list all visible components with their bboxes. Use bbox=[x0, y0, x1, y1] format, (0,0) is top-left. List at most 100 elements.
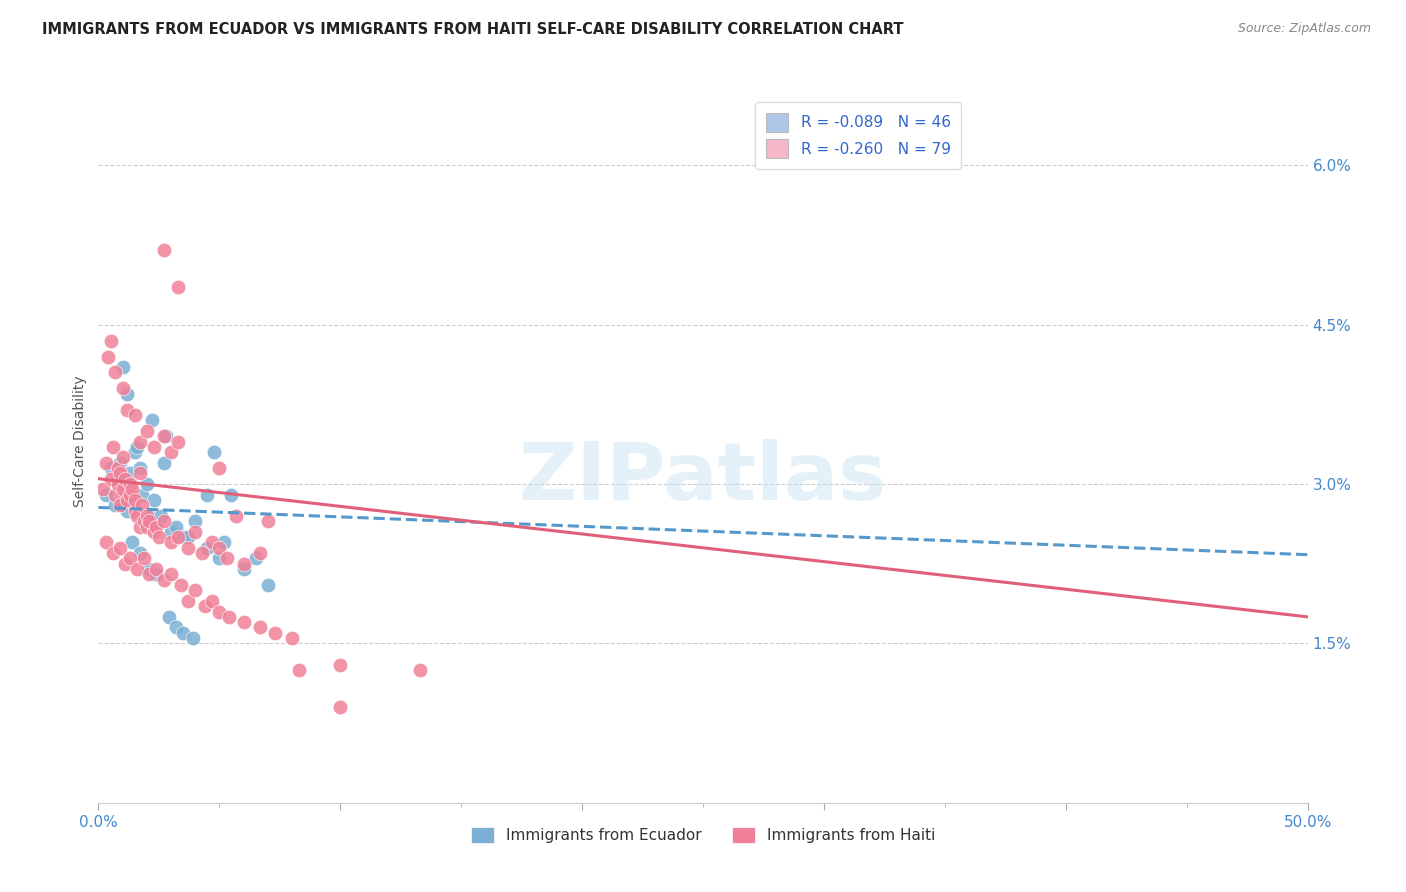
Point bbox=[100, 334, 122, 348]
Point bbox=[152, 514, 174, 528]
Point bbox=[101, 546, 124, 560]
Point bbox=[208, 461, 231, 475]
Point bbox=[107, 461, 129, 475]
Point bbox=[288, 663, 311, 677]
Point bbox=[94, 535, 117, 549]
Point bbox=[232, 562, 254, 576]
Point bbox=[107, 472, 129, 486]
Point bbox=[184, 514, 207, 528]
Point bbox=[184, 524, 207, 539]
Point bbox=[143, 524, 166, 539]
Point bbox=[94, 488, 117, 502]
Point bbox=[225, 508, 247, 523]
Point bbox=[212, 535, 235, 549]
Point bbox=[121, 483, 143, 497]
Point bbox=[134, 514, 156, 528]
Point bbox=[104, 366, 127, 380]
Point bbox=[118, 488, 141, 502]
Point bbox=[127, 508, 149, 523]
Point bbox=[177, 541, 200, 555]
Point bbox=[117, 503, 139, 517]
Point bbox=[101, 440, 124, 454]
Point bbox=[165, 620, 187, 634]
Point bbox=[194, 599, 217, 614]
Point bbox=[135, 477, 157, 491]
Point bbox=[111, 483, 134, 497]
Point bbox=[128, 434, 150, 449]
Point bbox=[118, 467, 141, 481]
Point bbox=[249, 620, 271, 634]
Point bbox=[150, 508, 173, 523]
Point bbox=[138, 514, 160, 528]
Point bbox=[160, 524, 183, 539]
Point bbox=[281, 631, 304, 645]
Point bbox=[127, 440, 149, 454]
Point bbox=[121, 535, 143, 549]
Point bbox=[152, 573, 174, 587]
Point bbox=[208, 541, 231, 555]
Point bbox=[160, 445, 183, 459]
Point bbox=[124, 445, 146, 459]
Point bbox=[128, 461, 150, 475]
Text: ZIPatlas: ZIPatlas bbox=[519, 439, 887, 516]
Point bbox=[108, 541, 131, 555]
Point bbox=[177, 594, 200, 608]
Point bbox=[172, 625, 194, 640]
Point bbox=[108, 456, 131, 470]
Point bbox=[117, 493, 139, 508]
Point bbox=[160, 535, 183, 549]
Point bbox=[114, 472, 136, 486]
Point bbox=[181, 631, 204, 645]
Point bbox=[121, 493, 143, 508]
Point bbox=[201, 594, 224, 608]
Y-axis label: Self-Care Disability: Self-Care Disability bbox=[73, 376, 87, 508]
Point bbox=[107, 477, 129, 491]
Point bbox=[111, 450, 134, 465]
Point bbox=[138, 508, 160, 523]
Point bbox=[232, 615, 254, 630]
Point bbox=[152, 244, 174, 258]
Point bbox=[256, 514, 278, 528]
Point bbox=[195, 541, 218, 555]
Point bbox=[218, 610, 240, 624]
Point bbox=[135, 519, 157, 533]
Point bbox=[208, 605, 231, 619]
Point bbox=[195, 488, 218, 502]
Point bbox=[94, 456, 117, 470]
Point bbox=[208, 551, 231, 566]
Point bbox=[143, 493, 166, 508]
Point bbox=[100, 472, 122, 486]
Point bbox=[201, 535, 224, 549]
Point bbox=[256, 578, 278, 592]
Point bbox=[114, 477, 136, 491]
Point bbox=[145, 567, 167, 582]
Point bbox=[128, 467, 150, 481]
Point bbox=[177, 530, 200, 544]
Point bbox=[155, 429, 177, 443]
Point bbox=[138, 567, 160, 582]
Point bbox=[264, 625, 287, 640]
Point bbox=[117, 386, 139, 401]
Point bbox=[165, 519, 187, 533]
Point bbox=[124, 493, 146, 508]
Point bbox=[128, 519, 150, 533]
Point bbox=[124, 408, 146, 422]
Point bbox=[215, 551, 238, 566]
Point bbox=[145, 519, 167, 533]
Point bbox=[111, 360, 134, 375]
Point bbox=[97, 350, 120, 364]
Point bbox=[232, 557, 254, 571]
Point bbox=[167, 434, 190, 449]
Point bbox=[100, 461, 122, 475]
Text: Source: ZipAtlas.com: Source: ZipAtlas.com bbox=[1237, 22, 1371, 36]
Point bbox=[141, 413, 163, 427]
Point bbox=[118, 477, 141, 491]
Point bbox=[167, 530, 190, 544]
Point bbox=[169, 578, 191, 592]
Point bbox=[111, 381, 134, 395]
Point bbox=[160, 567, 183, 582]
Point bbox=[114, 557, 136, 571]
Point bbox=[111, 483, 134, 497]
Point bbox=[104, 498, 127, 512]
Point bbox=[409, 663, 432, 677]
